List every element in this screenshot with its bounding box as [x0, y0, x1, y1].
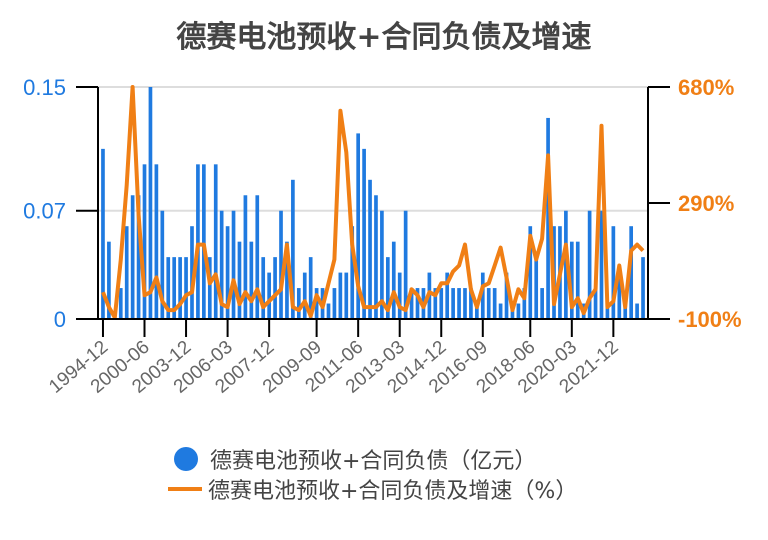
- legend-item-line[interactable]: 德赛电池预收+合同负债及增速（%）: [168, 474, 578, 504]
- bar: [124, 226, 129, 319]
- bar: [172, 257, 177, 319]
- bar: [243, 195, 248, 319]
- bar: [273, 257, 277, 319]
- legend-item-bar[interactable]: 德赛电池预收+合同负债（亿元）: [172, 444, 577, 474]
- bar: [385, 257, 390, 319]
- bar: [611, 226, 616, 319]
- bar: [593, 288, 598, 319]
- bar: [302, 272, 307, 319]
- bar: [356, 133, 361, 319]
- bar: [445, 272, 450, 319]
- bar: [569, 241, 574, 319]
- bar: [237, 241, 242, 319]
- bar: [409, 288, 414, 319]
- bar: [605, 303, 610, 319]
- legend-dot-icon: [174, 447, 198, 471]
- bar: [154, 164, 159, 319]
- bar: [107, 241, 111, 319]
- bar: [403, 210, 408, 319]
- bar: [350, 226, 355, 319]
- bar: [261, 257, 266, 319]
- y-tick-label-right: 290%: [678, 191, 734, 216]
- bar: [130, 195, 135, 319]
- legend-label-line: 德赛电池预收+合同负债及增速（%）: [208, 479, 578, 504]
- bar: [480, 272, 485, 319]
- bar: [522, 288, 527, 319]
- legend-line-icon: [168, 487, 202, 491]
- bar: [231, 210, 236, 319]
- bar: [166, 257, 171, 319]
- bar: [255, 195, 260, 319]
- bar: [101, 148, 105, 319]
- bar: [617, 272, 622, 319]
- bar: [202, 164, 206, 319]
- bar: [629, 226, 634, 319]
- bar: [540, 288, 544, 319]
- bar: [599, 210, 604, 319]
- bar: [190, 226, 194, 319]
- bar: [338, 272, 343, 319]
- bar: [291, 179, 295, 319]
- bar: [249, 241, 254, 319]
- bar: [528, 226, 533, 319]
- bar: [279, 210, 283, 319]
- bar: [504, 272, 509, 319]
- bar: [296, 288, 301, 319]
- bar: [498, 303, 503, 319]
- bar: [136, 195, 141, 319]
- y-tick-label-left: 0.07: [23, 199, 66, 224]
- bar: [635, 303, 639, 319]
- bar: [475, 303, 479, 319]
- bar: [118, 288, 123, 319]
- bar: [534, 257, 539, 319]
- bar: [213, 164, 218, 319]
- chart-title: 德赛电池预收+合同负债及增速: [176, 20, 592, 55]
- bar: [546, 117, 550, 319]
- legend: 德赛电池预收+合同负债（亿元） 德赛电池预收+合同负债及增速（%）: [168, 444, 578, 504]
- bar: [326, 303, 331, 319]
- y-tick-label-right: -100%: [678, 307, 742, 332]
- bar: [285, 241, 289, 319]
- bar: [219, 210, 224, 319]
- bar: [332, 288, 337, 319]
- bar: [344, 272, 349, 319]
- bar: [308, 257, 313, 319]
- bar: [380, 210, 384, 319]
- bar: [374, 195, 378, 319]
- bar: [225, 226, 230, 319]
- bar: [575, 241, 580, 319]
- bar: [451, 288, 455, 319]
- bar: [433, 288, 438, 319]
- bar: [196, 164, 200, 319]
- bar: [391, 241, 396, 319]
- bar: [160, 210, 165, 319]
- legend-label-bar: 德赛电池预收+合同负债（亿元）: [210, 449, 537, 474]
- bar: [623, 303, 628, 319]
- bar: [142, 164, 147, 319]
- bar: [463, 288, 467, 319]
- bar: [362, 148, 366, 319]
- bar: [397, 272, 402, 319]
- bar: [415, 288, 420, 319]
- bar: [486, 288, 491, 319]
- bar: [207, 257, 212, 319]
- bar: [439, 288, 444, 319]
- bar: [267, 272, 271, 319]
- y-tick-label-left: 0: [54, 307, 66, 332]
- bar: [469, 288, 473, 319]
- bar: [587, 210, 592, 319]
- bar: [178, 257, 182, 319]
- bar: [457, 288, 461, 319]
- y-tick-label-right: 680%: [678, 75, 734, 100]
- bar: [641, 257, 645, 319]
- bar: [492, 288, 497, 319]
- bar: [368, 179, 372, 319]
- bar: [314, 288, 319, 319]
- y-tick-label-left: 0.15: [23, 75, 66, 100]
- bar: [516, 303, 521, 319]
- bar: [184, 257, 188, 319]
- growth-line: [101, 85, 645, 320]
- bar: [148, 87, 153, 319]
